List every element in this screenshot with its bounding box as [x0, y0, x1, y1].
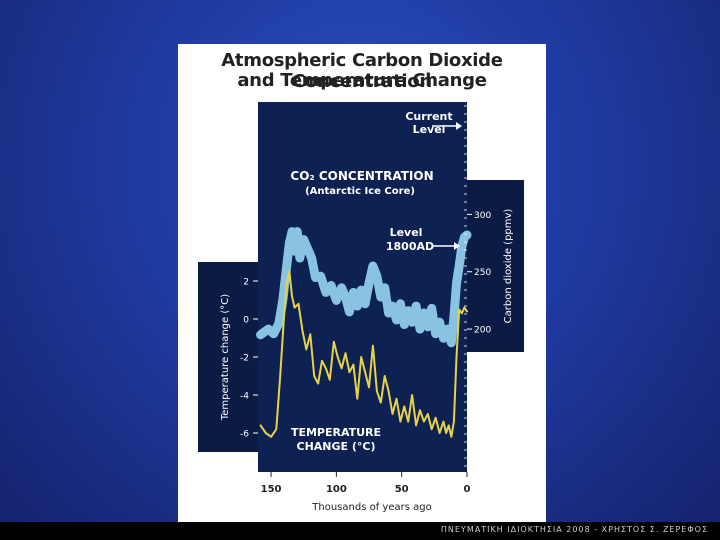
co2-header-line1: CO₂ CONCENTRATION [290, 169, 433, 183]
temp-header-line2: CHANGE (°C) [297, 440, 376, 453]
y-left-tick-label: 2 [243, 278, 249, 288]
co2-header-line2: (Antarctic Ice Core) [305, 186, 415, 197]
temp-header-line1: TEMPERATURE [291, 426, 381, 439]
y-right-tick-label: 200 [474, 326, 491, 336]
chart-title-line1: Atmospheric Carbon Dioxide Concentration [221, 50, 503, 92]
y-left-tick-label: -6 [240, 430, 249, 440]
y-right-tick-label: 250 [474, 268, 491, 278]
level-1800-label-2: 1800AD [386, 240, 434, 253]
current-level-arrowhead [456, 122, 462, 130]
x-tick-label: 100 [326, 484, 347, 495]
current-level-label-2: Level [413, 123, 446, 136]
level-1800-label-1: Level [390, 226, 423, 239]
y-right-tick-label: 300 [474, 211, 491, 221]
right-axis-panel [467, 180, 524, 352]
y-left-tick-label: -4 [240, 392, 249, 402]
chart-title-line2: and Temperature Change [237, 70, 487, 91]
y-left-tick-label: 0 [243, 316, 249, 326]
y-right-axis-label: Carbon dioxide (ppmv) [503, 209, 514, 324]
y-left-tick-label: -2 [240, 354, 249, 364]
x-axis-label: Thousands of years ago [311, 502, 431, 513]
level-1800-arrowhead [454, 242, 460, 250]
y-left-axis-label: Temperature change (°C) [220, 294, 231, 421]
x-tick-label: 150 [261, 484, 282, 495]
current-level-label-1: Current [405, 110, 452, 123]
co2-series-line [256, 227, 472, 348]
x-tick-label: 50 [395, 484, 409, 495]
x-tick-label: 0 [464, 484, 471, 495]
footer-bar: ΠΝΕΥΜΑΤΙΚΗ ΙΔΙΟΚΤΗΣΙΑ 2008 - ΧΡΗΣΤΟΣ Σ. … [0, 522, 720, 540]
temperature-series-line [259, 270, 468, 438]
left-axis-panel [198, 262, 258, 452]
footer-text: ΠΝΕΥΜΑΤΙΚΗ ΙΔΙΟΚΤΗΣΙΑ 2008 - ΧΡΗΣΤΟΣ Σ. … [440, 525, 708, 534]
